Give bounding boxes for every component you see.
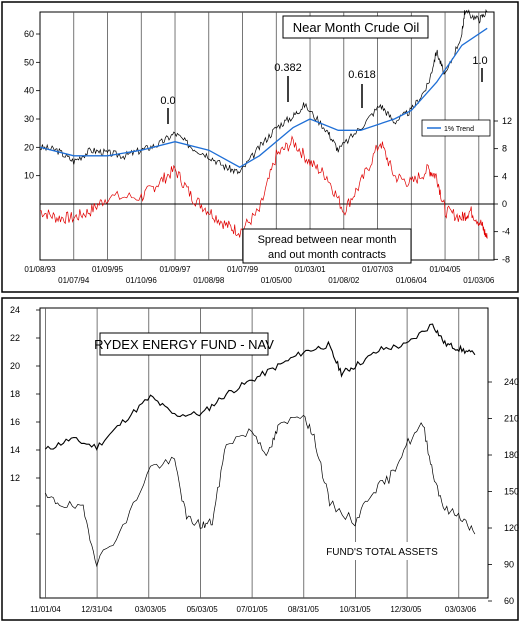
bottom-right-tick-label: 180 [504, 450, 519, 460]
bottom-right-tick-label: 210 [504, 414, 519, 424]
top-x-label: 01/05/00 [261, 276, 293, 285]
top-x-label: 01/04/05 [429, 265, 461, 274]
bottom-right-tick-label: 240 [504, 377, 519, 387]
top-x-label: 01/08/02 [328, 276, 360, 285]
spread-series-line [39, 135, 488, 239]
bottom-title-box [99, 332, 269, 356]
top-gridlines [73, 12, 480, 260]
legend-trend-label: 1% Trend [444, 126, 474, 133]
fib-label-1: 0.382 [274, 62, 302, 74]
top-x-label: 01/09/97 [159, 265, 191, 274]
fib-label-0: 0.0 [160, 95, 175, 107]
bottom-right-tick-label: 150 [504, 487, 519, 497]
nav-series-line [45, 323, 476, 451]
bottom-chart-title: RYDEX ENERGY FUND - NAV [94, 337, 274, 352]
top-x-label: 01/07/94 [58, 276, 90, 285]
top-left-axis: 10 20 30 40 50 60 [24, 29, 40, 181]
top-left-tick-label: 50 [24, 57, 34, 67]
bottom-left-tick-label: 22 [10, 333, 20, 343]
bottom-right-axis: 60 90 120 150 180 210 240 [488, 377, 519, 606]
top-x-label: 01/08/93 [24, 265, 56, 274]
top-x-label: 01/03/01 [294, 265, 326, 274]
top-x-label: 01/07/03 [362, 265, 394, 274]
bottom-x-label: 11/01/04 [30, 605, 61, 614]
bottom-x-axis: 11/01/04 12/31/04 03/03/05 05/03/05 07/01/05… [30, 605, 476, 614]
bottom-x-label: 08/31/05 [288, 605, 320, 614]
top-right-tick-label: 4 [502, 171, 507, 181]
bottom-chart: 12 14 16 18 20 22 24 60 90 120 150 180 210 240 11/01… [1, 297, 519, 621]
top-chart-title: Near Month Crude Oil [293, 20, 420, 35]
top-x-label: 01/09/95 [92, 265, 124, 274]
top-right-tick-label: 0 [502, 199, 507, 209]
bottom-x-label: 05/03/05 [187, 605, 219, 614]
bottom-left-tick-label: 16 [10, 417, 20, 427]
bottom-left-tick-label: 12 [10, 473, 20, 483]
top-x-label: 01/07/99 [227, 265, 259, 274]
top-series [39, 8, 488, 239]
bottom-x-label: 12/31/04 [81, 605, 113, 614]
top-x-label: 01/08/98 [193, 276, 225, 285]
bottom-left-tick-label: 24 [10, 305, 20, 315]
trend-series-line [39, 27, 488, 168]
spread-annotation-line2: and out month contracts [268, 249, 387, 261]
bottom-x-label: 03/03/06 [445, 605, 477, 614]
top-left-tick-label: 30 [24, 114, 34, 124]
bottom-left-axis: 12 14 16 18 20 22 24 [10, 305, 40, 535]
fib-label-2: 0.618 [348, 69, 376, 81]
assets-annotation-box [318, 542, 446, 560]
top-left-tick-label: 20 [24, 142, 34, 152]
top-left-tick-label: 10 [24, 171, 34, 181]
bottom-right-tick-label: 120 [504, 523, 519, 533]
top-right-tick-label: 8 [502, 144, 507, 154]
top-left-tick-label: 40 [24, 86, 34, 96]
top-left-tick-label: 60 [24, 29, 34, 39]
top-plot-area [39, 11, 495, 261]
bottom-x-label: 10/31/05 [340, 605, 372, 614]
fib-label-3: 1.0 [472, 55, 487, 67]
bottom-left-tick-label: 20 [10, 361, 20, 371]
bottom-x-label: 12/30/05 [390, 605, 422, 614]
spread-annotation-box [242, 228, 412, 264]
bottom-right-tick-label: 60 [504, 596, 514, 606]
top-x-label: 01/03/06 [463, 276, 495, 285]
top-right-tick-label: 12 [502, 116, 512, 126]
bottom-right-tick-label: 90 [504, 560, 514, 570]
crude-series-line [39, 8, 488, 175]
assets-series-line [45, 414, 476, 568]
bottom-series [45, 323, 476, 568]
top-x-axis: 01/08/93 01/09/95 01/09/97 01/07/99 01/03/01… [24, 265, 495, 285]
top-title-box [282, 15, 429, 39]
top-x-label: 01/06/04 [396, 276, 428, 285]
top-legend [421, 119, 491, 137]
top-right-axis: -8 -4 0 4 8 12 [494, 116, 512, 264]
bottom-left-tick-label: 14 [10, 445, 20, 455]
top-right-tick-label: -4 [502, 227, 510, 237]
bottom-left-tick-label: 18 [10, 389, 20, 399]
top-right-tick-label: -8 [502, 254, 510, 264]
spread-annotation-line1: Spread between near month [258, 234, 397, 246]
assets-annotation: FUND'S TOTAL ASSETS [326, 547, 438, 558]
top-x-label: 01/10/96 [126, 276, 158, 285]
bottom-x-label: 07/01/05 [237, 605, 269, 614]
bottom-x-label: 03/03/05 [135, 605, 167, 614]
